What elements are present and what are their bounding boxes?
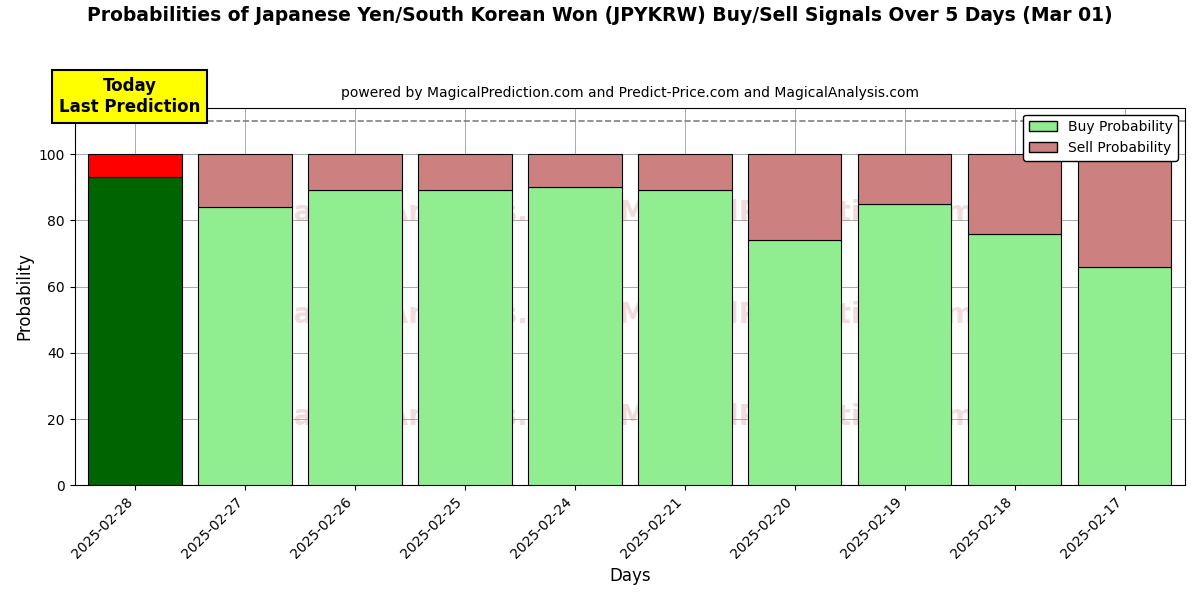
- Text: MagicalAnalysis.com: MagicalAnalysis.com: [266, 301, 593, 329]
- Bar: [858, 154, 952, 204]
- Title: powered by MagicalPrediction.com and Predict-Price.com and MagicalAnalysis.com: powered by MagicalPrediction.com and Pre…: [341, 86, 919, 100]
- Bar: [419, 154, 511, 190]
- Bar: [858, 204, 952, 485]
- Bar: [419, 190, 511, 485]
- Bar: [968, 154, 1061, 233]
- Bar: [638, 154, 732, 190]
- Text: MagicalAnalysis.com: MagicalAnalysis.com: [266, 199, 593, 227]
- Bar: [1078, 266, 1171, 485]
- Bar: [638, 190, 732, 485]
- Text: Probabilities of Japanese Yen/South Korean Won (JPYKRW) Buy/Sell Signals Over 5 : Probabilities of Japanese Yen/South Kore…: [88, 6, 1112, 25]
- Text: MagicalAnalysis.com: MagicalAnalysis.com: [266, 403, 593, 431]
- Bar: [748, 240, 841, 485]
- X-axis label: Days: Days: [610, 567, 650, 585]
- Text: MagicalPrediction.com: MagicalPrediction.com: [618, 403, 974, 431]
- Bar: [308, 154, 402, 190]
- Bar: [198, 154, 292, 207]
- Legend: Buy Probability, Sell Probability: Buy Probability, Sell Probability: [1024, 115, 1178, 161]
- Y-axis label: Probability: Probability: [16, 253, 34, 340]
- Bar: [308, 190, 402, 485]
- Bar: [89, 177, 182, 485]
- Text: MagicalPrediction.com: MagicalPrediction.com: [618, 199, 974, 227]
- Bar: [1078, 154, 1171, 266]
- Text: MagicalPrediction.com: MagicalPrediction.com: [618, 301, 974, 329]
- Bar: [89, 154, 182, 177]
- Bar: [968, 233, 1061, 485]
- Bar: [198, 207, 292, 485]
- Bar: [528, 187, 622, 485]
- Bar: [748, 154, 841, 240]
- Text: Today
Last Prediction: Today Last Prediction: [59, 77, 200, 116]
- Bar: [528, 154, 622, 187]
